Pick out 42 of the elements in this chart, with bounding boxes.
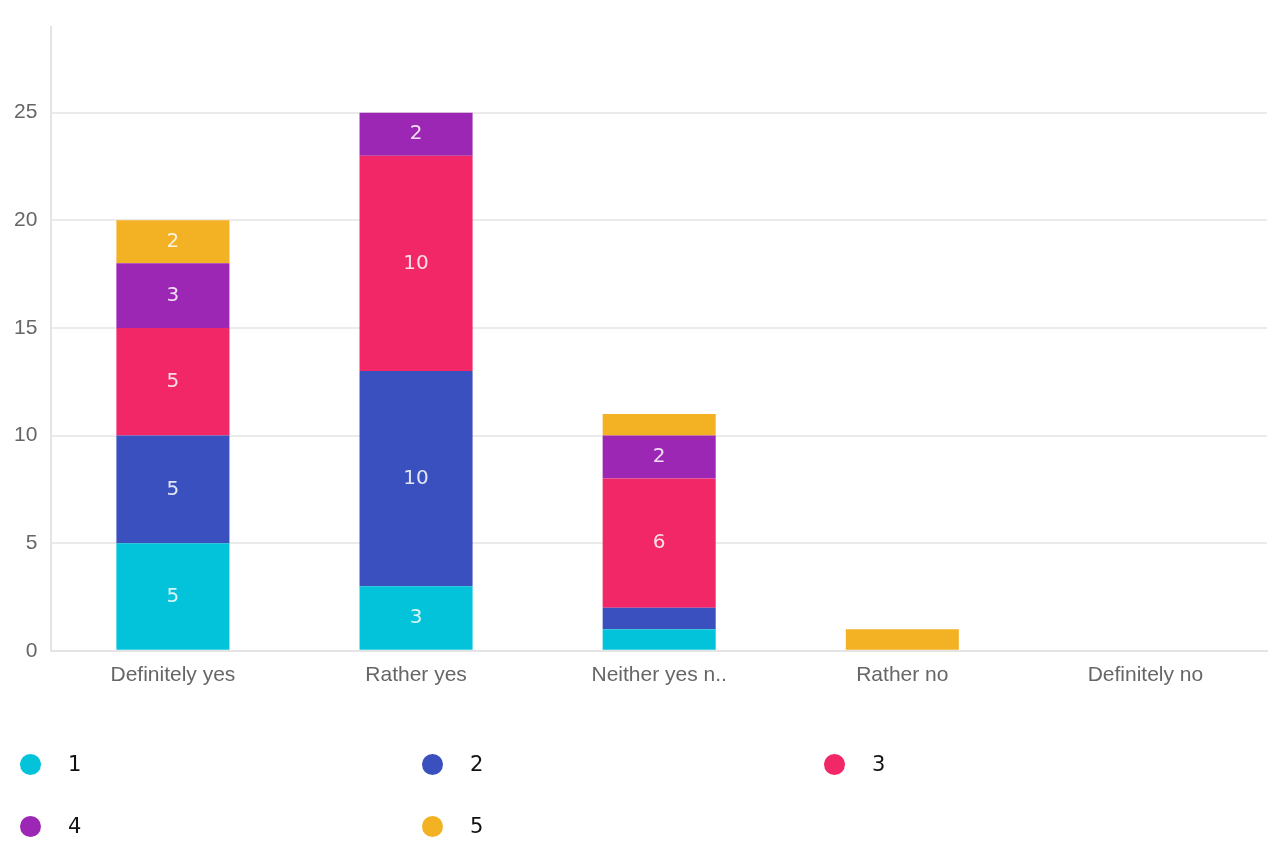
y-tick-label: 25	[14, 99, 38, 123]
bar	[359, 155, 473, 371]
legend-label: 2	[470, 752, 484, 776]
x-tick-label: Definitely no	[1087, 662, 1204, 686]
bar	[359, 112, 473, 156]
legend-label: 5	[470, 814, 484, 838]
data-label: 2	[166, 228, 180, 253]
bar	[359, 586, 473, 650]
bar	[359, 370, 473, 587]
data-label: 2	[652, 443, 666, 468]
data-label: 3	[409, 604, 423, 629]
y-tick-label: 15	[14, 314, 38, 338]
x-tick-label: Definitely yes	[110, 662, 236, 686]
legend-label: 3	[872, 752, 886, 776]
bar	[116, 435, 230, 544]
bar	[116, 543, 230, 650]
bar	[602, 629, 716, 650]
x-tick-label: Neither yes n..	[591, 662, 727, 686]
bar	[602, 607, 716, 630]
x-tick-label: Rather yes	[365, 662, 467, 686]
data-label: 5	[166, 367, 180, 392]
y-tick-label: 0	[25, 637, 38, 661]
data-label: 10	[403, 464, 429, 489]
legend-label: 1	[68, 752, 82, 776]
bar	[116, 220, 230, 264]
x-tick-label: Rather no	[856, 662, 949, 686]
bar	[116, 263, 230, 328]
y-tick-label: 10	[14, 422, 38, 446]
data-label: 3	[166, 281, 180, 306]
data-label: 5	[166, 475, 180, 500]
bar	[602, 414, 716, 436]
data-label: 5	[166, 582, 180, 607]
data-label: 6	[652, 529, 666, 554]
y-tick-label: 20	[14, 207, 38, 231]
bar	[602, 478, 716, 608]
data-label: 2	[409, 120, 423, 145]
data-label: 10	[403, 249, 429, 274]
bar	[116, 327, 230, 436]
bar	[602, 435, 716, 479]
bar	[845, 629, 959, 650]
y-tick-label: 5	[25, 529, 38, 553]
legend-label: 4	[68, 814, 82, 838]
